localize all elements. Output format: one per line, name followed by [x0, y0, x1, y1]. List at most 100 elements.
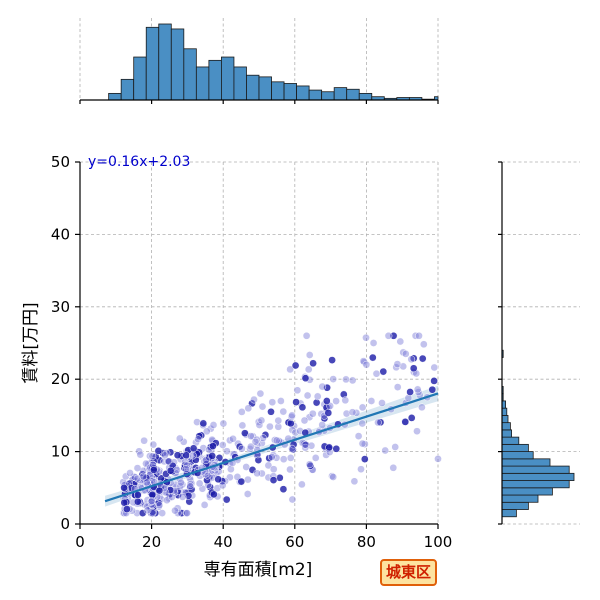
scatter-point [202, 427, 211, 436]
scatter-point [136, 450, 145, 459]
scatter-point [148, 452, 157, 461]
x-hist-bar [321, 91, 335, 101]
scatter-point [274, 422, 283, 431]
tick-labels: 0 20 40 60 80 100 0 10 20 30 40 50 [51, 153, 452, 551]
scatter-point [292, 398, 300, 406]
scatter-point [259, 434, 267, 442]
x-tick-label: 20 [142, 533, 161, 551]
scatter-point [286, 419, 295, 428]
scatter-point [302, 331, 311, 340]
scatter-point [199, 419, 208, 428]
scatter-point [173, 451, 182, 460]
scatter-point [257, 416, 266, 425]
y-marginal-histogram [501, 349, 575, 518]
scatter-point [301, 443, 310, 452]
scatter-point [164, 457, 173, 466]
x-hist-bar [271, 81, 285, 101]
scatter-point [149, 440, 158, 449]
y-hist-bar [501, 414, 509, 424]
scatter-point [328, 356, 336, 364]
scatter-point [229, 434, 237, 443]
scatter-point [251, 437, 260, 446]
x-marginal-histogram [108, 23, 439, 101]
scatter-point [272, 436, 281, 445]
scatter-point [401, 350, 410, 358]
scatter-point [222, 495, 231, 504]
y-tick-label: 50 [51, 153, 70, 171]
scatter-point [186, 480, 195, 488]
scatter-point [266, 422, 274, 431]
scatter-point [237, 408, 246, 416]
scatter-point [286, 365, 294, 374]
scatter-point [218, 481, 227, 490]
scatter-point [399, 362, 408, 371]
scatter-point [372, 369, 381, 378]
scatter-point [401, 418, 410, 426]
y-hist-bar [501, 407, 508, 416]
scatter-point [148, 490, 157, 499]
scatter-point [227, 465, 235, 474]
scatter-point [399, 348, 408, 357]
scatter-point [323, 383, 331, 392]
scatter-point [415, 331, 423, 340]
scatter-point [318, 382, 327, 391]
x-hist-bar [170, 28, 185, 101]
y-hist-bar [501, 472, 575, 481]
x-axis-label: 専有面積[m2] [204, 560, 313, 580]
scatter-point [339, 390, 348, 399]
scatter-point [238, 444, 246, 453]
scatter-point [279, 485, 288, 494]
scatter-point [304, 365, 313, 374]
y-tick-label: 0 [60, 515, 70, 533]
scatter-point [407, 355, 416, 364]
x-hist-bar [233, 66, 247, 101]
scatter-point [286, 454, 295, 462]
x-hist-bar [258, 76, 272, 101]
scatter-point [120, 498, 129, 507]
y-hist-bar [501, 429, 513, 438]
scatter-point [357, 465, 365, 474]
scatter-point [155, 486, 164, 495]
scatter-point [179, 437, 188, 446]
scatter-point [413, 385, 422, 394]
scatter-point [267, 453, 276, 461]
scatter-point [376, 418, 385, 427]
scatter-point [210, 490, 218, 499]
scatter-point [202, 456, 210, 465]
scatter-point [291, 428, 300, 437]
scatter-point [133, 474, 142, 483]
scatter-point [255, 421, 264, 429]
scatter-point [178, 493, 187, 501]
x-tick-label: 80 [357, 533, 376, 551]
scatter-point [133, 464, 142, 472]
scatter-point [342, 375, 350, 384]
x-hist-bar [221, 56, 235, 101]
scatter-point [298, 403, 307, 412]
y-hist-bar [501, 436, 520, 445]
scatter-point [389, 463, 398, 472]
scatter-point [409, 364, 418, 373]
x-hist-bar [308, 89, 323, 101]
scatter-point [291, 361, 300, 370]
scatter-point [272, 453, 281, 462]
scatter-point [133, 497, 142, 506]
scatter-point [301, 440, 310, 449]
scatter-point [418, 403, 426, 412]
x-tick-label: 0 [75, 533, 85, 551]
regression-equation: y=0.16x+2.03 [88, 154, 190, 170]
scatter-point [256, 389, 265, 398]
y-hist-bar [501, 465, 570, 474]
scatter-point [209, 442, 217, 450]
scatter-point [177, 509, 186, 517]
scatter-point [246, 445, 254, 453]
x-hist-bar [333, 87, 348, 101]
scatter-point [155, 501, 164, 510]
y-hist-bar [501, 422, 511, 431]
scatter-point [189, 451, 197, 460]
x-tick-label: 40 [214, 533, 233, 551]
x-hist-bar [283, 83, 297, 101]
y-axis-label: 賃料[万円] [21, 302, 41, 383]
scatter-point [243, 490, 252, 498]
x-tick-label: 60 [285, 533, 304, 551]
scatter-point [252, 435, 261, 444]
